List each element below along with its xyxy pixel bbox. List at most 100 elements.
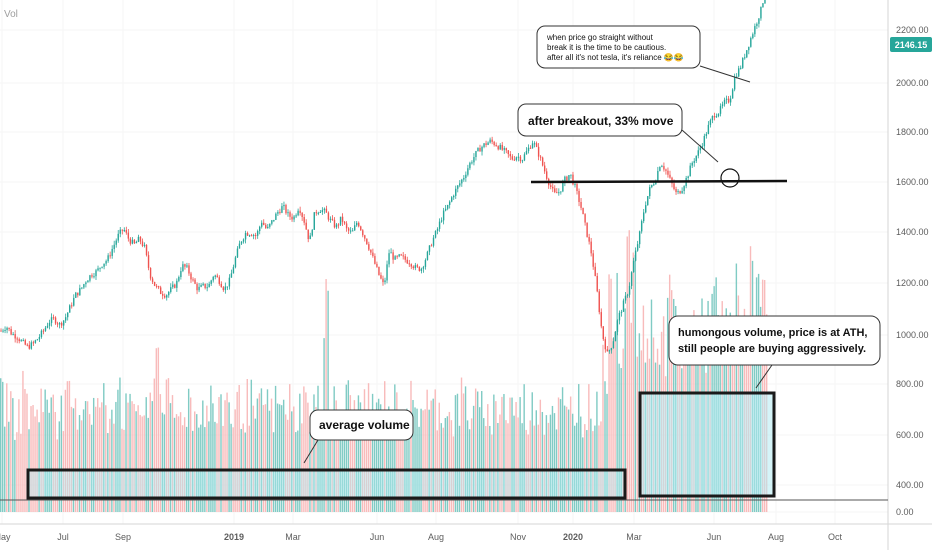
volume-bar <box>258 393 261 512</box>
candle-body <box>552 186 554 189</box>
candle-body <box>137 236 140 242</box>
volume-bar <box>347 380 350 512</box>
candle-body <box>402 255 404 257</box>
candle-body <box>396 256 398 258</box>
volume-bar <box>295 432 297 512</box>
volume-bar <box>478 407 481 512</box>
candle-body <box>212 276 214 281</box>
candle-body <box>618 312 621 321</box>
candle-body <box>444 208 447 211</box>
volume-bar <box>369 414 372 512</box>
volume-bar <box>149 392 151 512</box>
volume-bar <box>456 393 459 512</box>
candle-body <box>687 176 689 178</box>
candle-body <box>196 283 198 291</box>
time-axis[interactable]: May Jul Sep 2019 Mar Jun Aug Nov 2020 Mar Jun Aug Oc… <box>0 532 842 542</box>
candle-body <box>256 231 259 236</box>
candle-body <box>0 330 2 332</box>
volume-bar <box>133 403 135 512</box>
volume-bar <box>107 433 109 512</box>
candle-body <box>570 174 572 176</box>
candle-body <box>455 188 457 196</box>
candle-body <box>527 147 530 152</box>
candle-body <box>691 162 693 166</box>
candle-body <box>153 281 156 286</box>
candle-body <box>289 212 291 217</box>
volume-bar <box>173 417 176 512</box>
candle-body <box>133 239 136 244</box>
volume-bar <box>157 347 160 512</box>
candle-body <box>479 147 481 152</box>
candle-body <box>343 221 346 224</box>
candle-body <box>566 176 568 181</box>
volume-bar <box>375 402 378 512</box>
candle-body <box>50 317 53 323</box>
price-tick-label: 2200.00 <box>896 25 929 35</box>
volume-bar <box>291 411 293 512</box>
candle-body <box>762 3 764 8</box>
candle-body <box>60 323 63 326</box>
candle-body <box>44 327 47 331</box>
volume-bar <box>153 378 156 512</box>
candle-body <box>709 120 712 125</box>
candle-body <box>73 297 75 306</box>
candle-body <box>71 305 73 307</box>
volume-bar <box>464 386 467 512</box>
candle-body <box>473 157 475 163</box>
volume-bar <box>315 406 317 512</box>
candle-body <box>634 250 637 261</box>
candle-body <box>592 253 594 267</box>
candle-body <box>119 229 121 234</box>
candle-body <box>742 57 744 68</box>
callout-pointer-breakout <box>681 129 719 163</box>
candle-body <box>642 212 645 222</box>
time-tick-label: Mar <box>626 532 642 542</box>
candle-body <box>713 116 716 118</box>
candle-body <box>56 323 59 325</box>
volume-bar <box>343 415 345 512</box>
candle-body <box>630 272 633 286</box>
candle-body <box>735 76 738 78</box>
volume-bar <box>361 434 364 512</box>
candle-body <box>341 216 344 222</box>
candle-body <box>287 212 289 214</box>
volume-bar <box>311 412 313 512</box>
volume-bar <box>333 386 335 512</box>
volume-bar <box>143 415 145 512</box>
candle-body <box>347 228 350 231</box>
volume-bar <box>476 391 479 512</box>
candle-body <box>560 191 562 193</box>
candle-body <box>277 211 279 214</box>
candle-body <box>707 124 710 134</box>
volume-bar <box>109 418 111 512</box>
candle-body <box>172 284 174 288</box>
price-axis[interactable]: 2200.00 2000.00 1800.00 1600.00 1400.00 1200.… <box>896 25 929 517</box>
volume-bar <box>481 391 483 512</box>
volume-bar <box>187 388 190 512</box>
candle-body <box>4 330 6 332</box>
candle-body <box>111 248 113 256</box>
candle-body <box>400 254 402 256</box>
callout-cautious <box>536 25 701 69</box>
candle-body <box>46 325 49 328</box>
volume-bar <box>4 426 6 512</box>
candle-body <box>246 232 249 236</box>
volume-bar <box>523 384 525 512</box>
volume-bar <box>119 377 121 512</box>
volume-bar <box>377 398 380 512</box>
volume-bar <box>499 414 501 512</box>
candle-body <box>574 184 576 186</box>
volume-bar <box>351 433 354 512</box>
candle-body <box>729 98 732 103</box>
candle-body <box>161 294 164 296</box>
candle-body <box>556 192 558 194</box>
candle-body <box>457 185 459 189</box>
candle-body <box>356 222 358 226</box>
candle-body <box>313 212 315 230</box>
candles <box>0 0 766 354</box>
volume-bar <box>519 397 521 512</box>
volume-bar <box>735 263 738 512</box>
last-price-value: 2146.15 <box>895 40 928 50</box>
volume-bar <box>282 399 285 512</box>
candle-body <box>107 255 109 262</box>
